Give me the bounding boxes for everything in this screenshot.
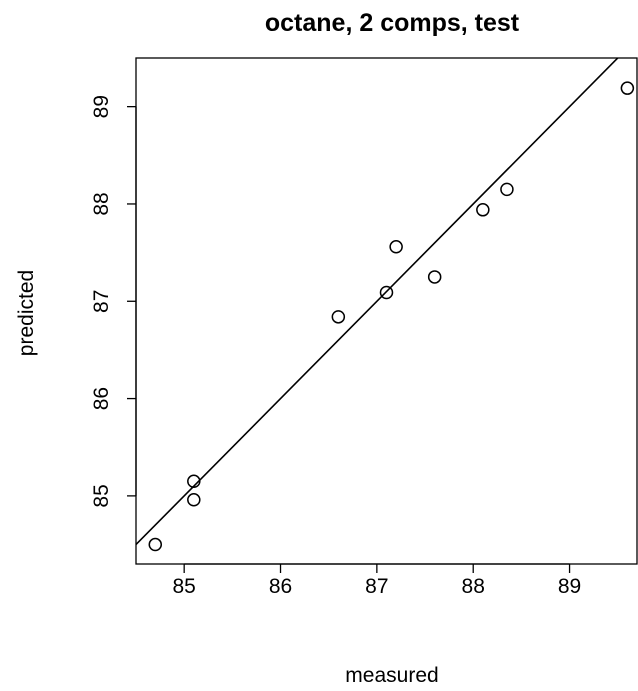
data-point <box>620 81 635 95</box>
data-point <box>500 182 514 197</box>
x-tick-label: 86 <box>269 575 292 598</box>
x-tick-label: 87 <box>365 575 388 598</box>
data-point <box>389 240 403 254</box>
x-tick-label: 88 <box>462 575 485 598</box>
data-point <box>187 493 201 507</box>
data-point <box>476 203 490 217</box>
plot-frame <box>135 57 638 565</box>
y-axis-label: predicted <box>15 270 38 356</box>
x-axis-label: measured <box>345 664 438 686</box>
data-point <box>148 537 163 552</box>
y-tick-label: 87 <box>90 290 113 313</box>
data-point <box>379 285 394 300</box>
data-point <box>427 270 442 284</box>
plot-area: 85 86 87 88 89 85 86 87 88 89 <box>90 57 638 598</box>
y-tick-label: 85 <box>90 484 113 507</box>
data-point <box>187 474 201 489</box>
chart-title: octane, 2 comps, test <box>265 9 520 37</box>
y-tick-label: 89 <box>90 95 113 118</box>
y-tick-label: 86 <box>90 387 113 410</box>
x-tick-label: 85 <box>172 575 195 598</box>
data-point <box>331 310 346 324</box>
y-tick-label: 88 <box>90 192 113 215</box>
reference-line <box>136 58 619 546</box>
x-tick-label: 89 <box>558 575 581 598</box>
